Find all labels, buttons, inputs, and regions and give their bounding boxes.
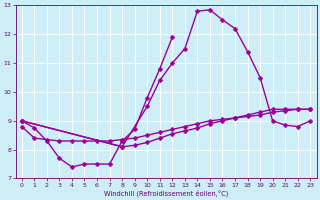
X-axis label: Windchill (Refroidissement éolien,°C): Windchill (Refroidissement éolien,°C) <box>104 189 228 197</box>
